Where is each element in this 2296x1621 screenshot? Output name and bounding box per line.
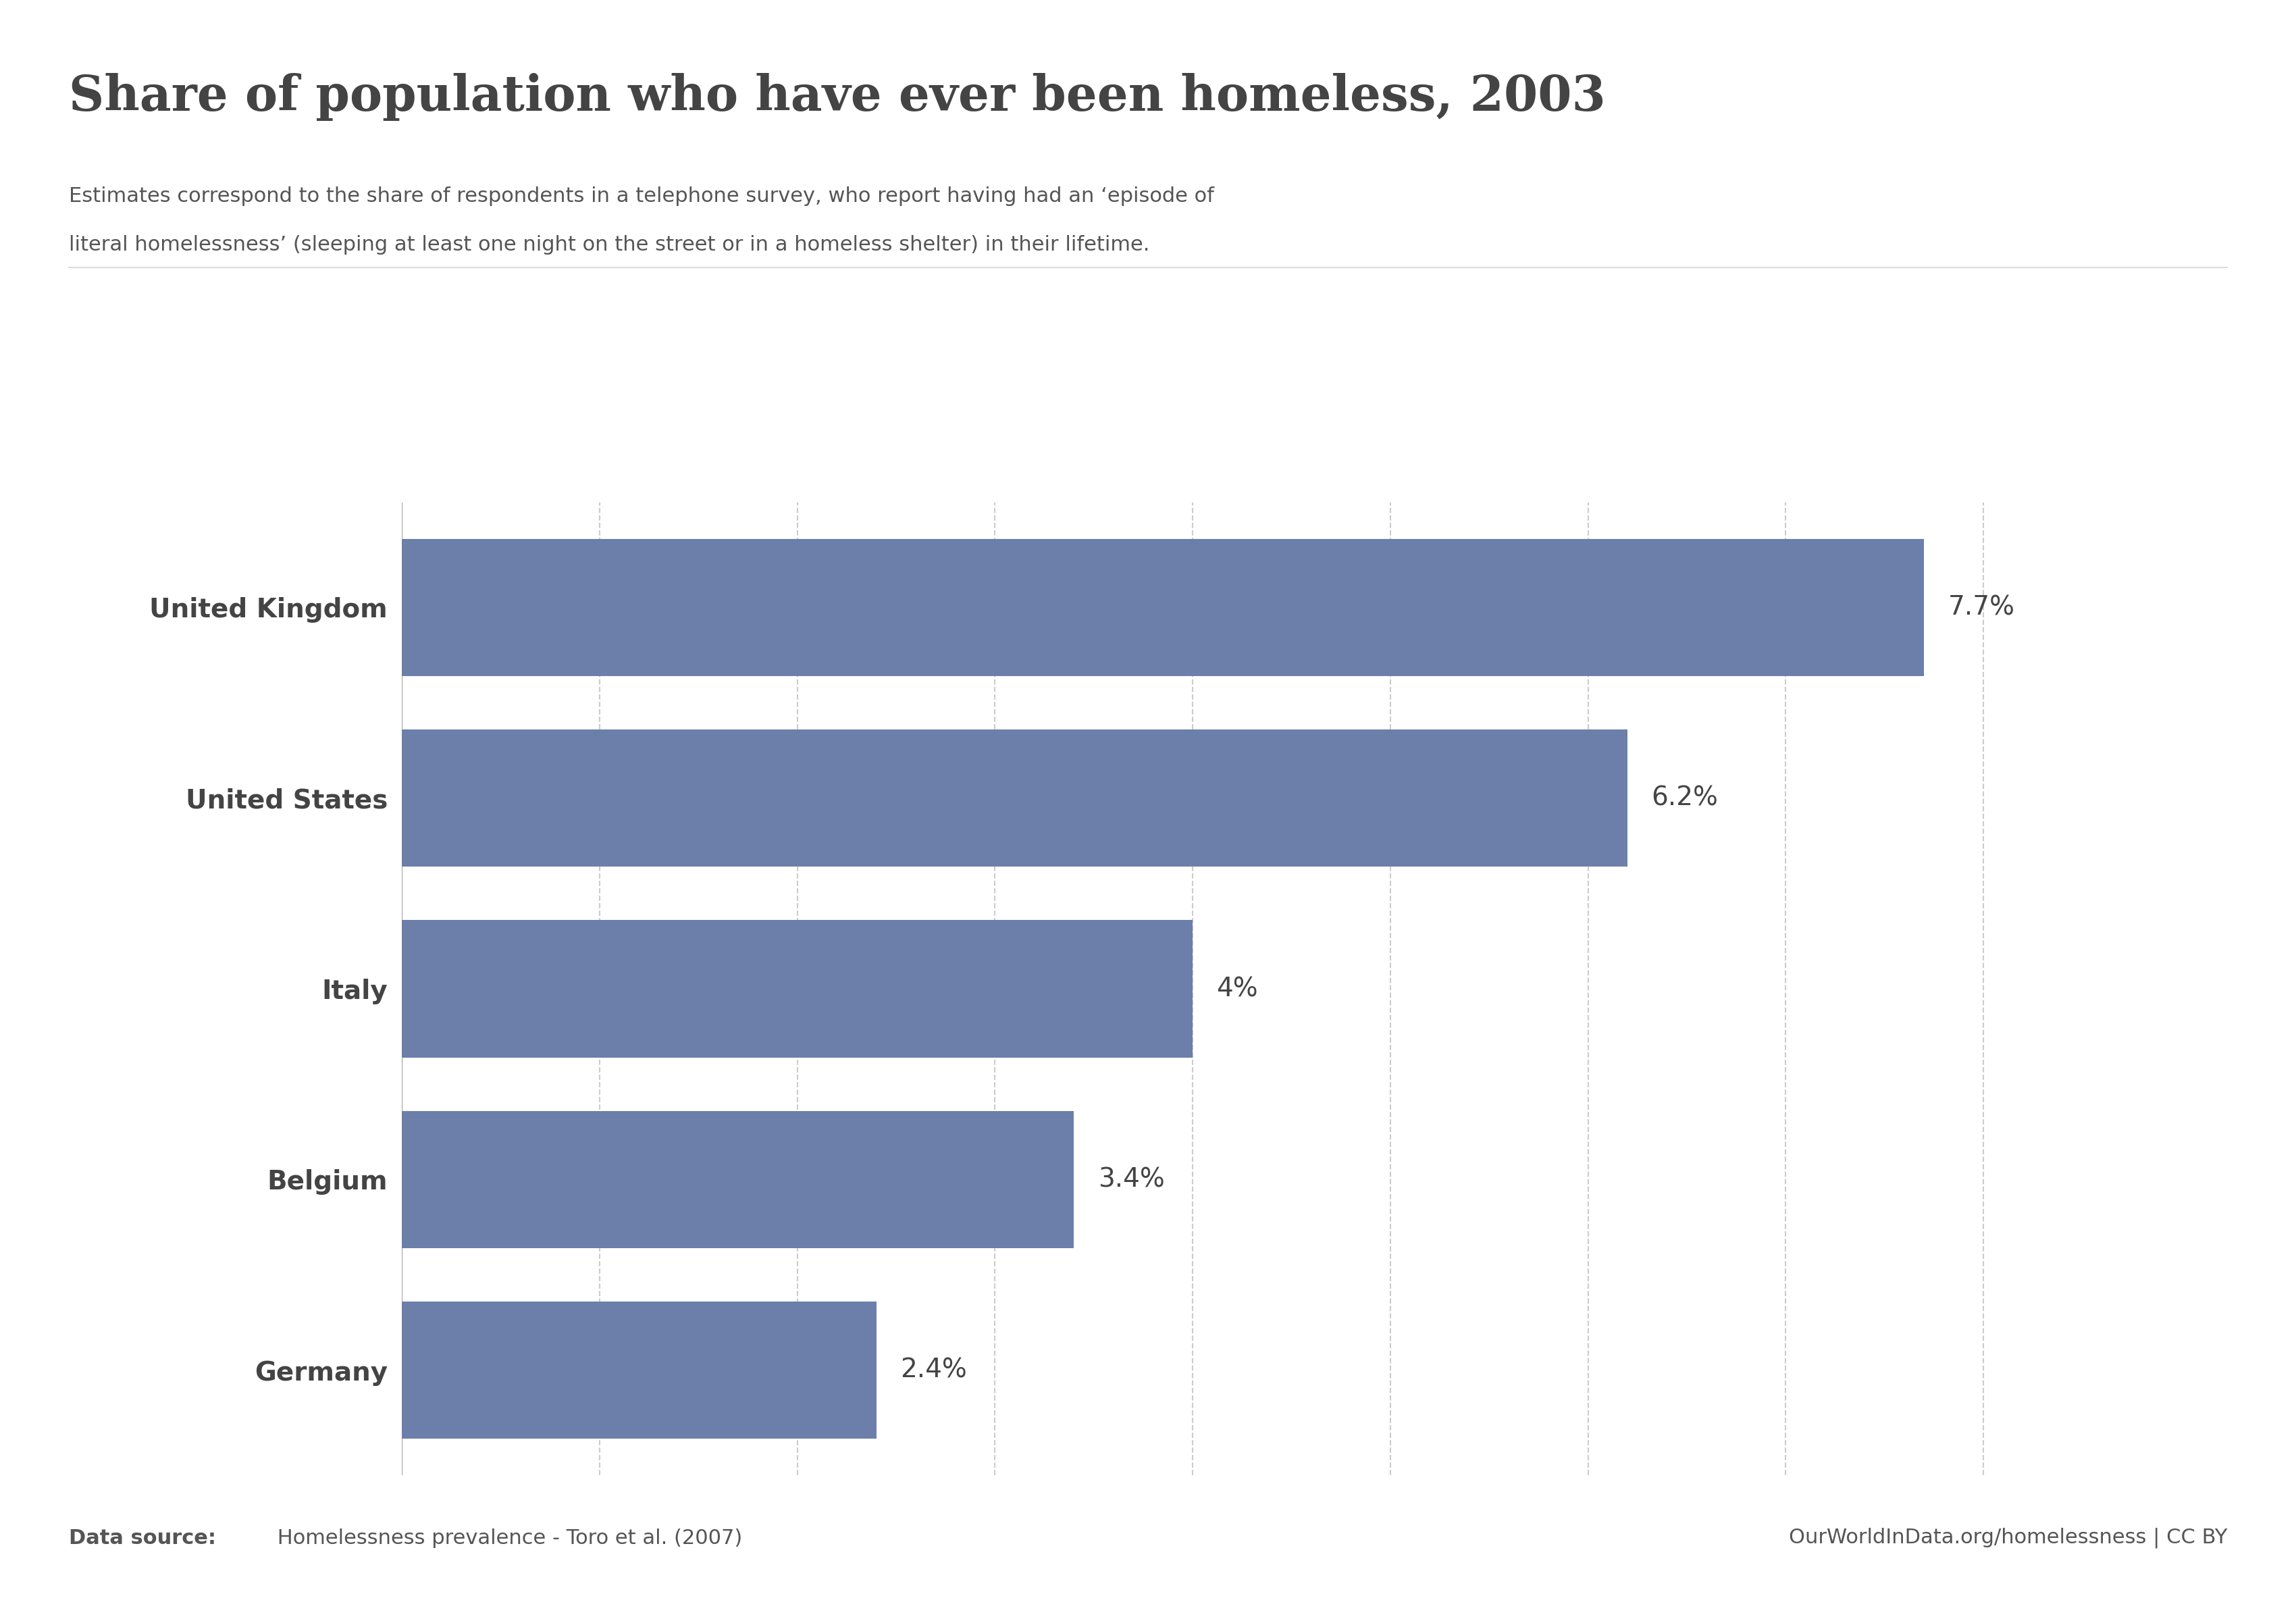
Text: 6.2%: 6.2% <box>1651 785 1717 810</box>
Text: 2.4%: 2.4% <box>900 1357 967 1383</box>
Text: 7.7%: 7.7% <box>1947 595 2016 621</box>
Bar <box>402 538 1924 676</box>
Bar <box>402 921 1192 1057</box>
Text: 4%: 4% <box>1217 976 1258 1002</box>
Bar <box>402 1302 877 1439</box>
Text: Estimates correspond to the share of respondents in a telephone survey, who repo: Estimates correspond to the share of res… <box>69 186 1215 206</box>
Text: Homelessness prevalence - Toro et al. (2007): Homelessness prevalence - Toro et al. (2… <box>271 1529 742 1548</box>
Text: in Data: in Data <box>2050 143 2140 165</box>
Bar <box>402 1110 1075 1248</box>
Text: 3.4%: 3.4% <box>1097 1167 1164 1193</box>
Text: Our World: Our World <box>2032 84 2158 107</box>
Text: Data source:: Data source: <box>69 1529 216 1548</box>
Bar <box>402 729 1628 867</box>
Text: OurWorldInData.org/homelessness | CC BY: OurWorldInData.org/homelessness | CC BY <box>1789 1527 2227 1548</box>
Text: literal homelessness’ (sleeping at least one night on the street or in a homeles: literal homelessness’ (sleeping at least… <box>69 235 1150 254</box>
Text: Share of population who have ever been homeless, 2003: Share of population who have ever been h… <box>69 73 1605 122</box>
